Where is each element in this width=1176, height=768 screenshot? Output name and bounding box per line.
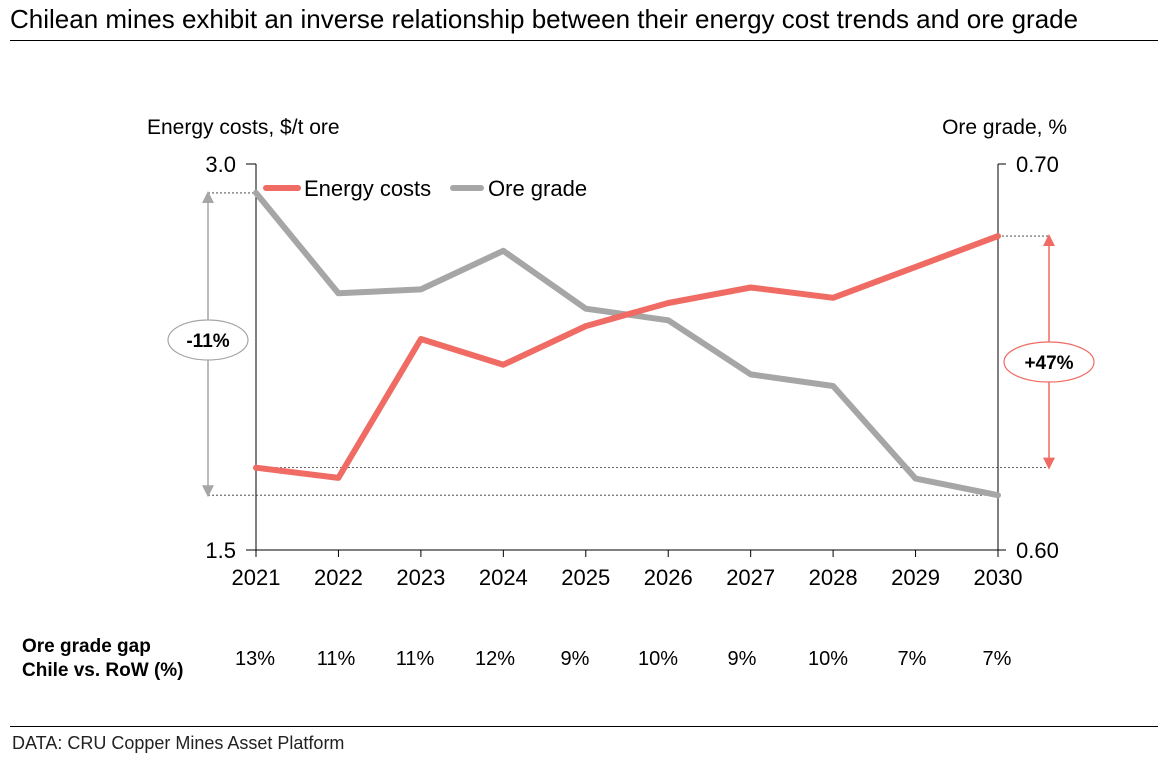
right-tick-label-top: 0.70: [1016, 152, 1059, 177]
ore-grade-change-label: -11%: [186, 331, 229, 352]
ore-grade-gap-2027: 9%: [728, 648, 757, 670]
energy-cost-change-label: +47%: [1024, 353, 1073, 374]
ore-grade-gap-2028: 10%: [808, 648, 848, 670]
ore-grade-gap-label-line2: Chile vs. RoW (%): [22, 660, 184, 681]
energy-cost-change-bubble: [1003, 341, 1095, 383]
ore-grade-gap-2022: 11%: [317, 648, 356, 670]
x-tick-label-2023: 2023: [396, 565, 445, 590]
left-tick-label-bottom: 1.5: [205, 538, 236, 563]
ore-grade-gap-2021: 13%: [235, 648, 275, 670]
right-axis-title: Ore grade, %: [942, 116, 1067, 139]
ore-grade-gap-label-line1: Ore grade gap: [22, 636, 151, 657]
ore-grade-gap-values: 13% 11% 11% 12% 9% 10% 9% 10% 7% 7%: [235, 648, 1012, 670]
series-lines: [253, 189, 1001, 499]
legend-label-ore-grade: Ore grade: [488, 176, 587, 201]
x-tick-label-2029: 2029: [891, 565, 940, 590]
x-tick-label-2025: 2025: [561, 565, 610, 590]
ore-grade-gap-2030: 7%: [983, 648, 1012, 670]
x-tick-label-2026: 2026: [644, 565, 693, 590]
x-tick-label-2021: 2021: [232, 565, 281, 590]
series-line-energy-costs: [253, 233, 1001, 481]
ore-grade-change-bubble: [167, 319, 249, 361]
series-line-ore-grade: [253, 189, 1001, 499]
ore-grade-gap-2024: 12%: [475, 648, 515, 670]
ore-grade-gap-2023: 11%: [396, 648, 435, 670]
left-tick-label-top: 3.0: [205, 152, 236, 177]
source-note: DATA: CRU Copper Mines Asset Platform: [12, 733, 345, 753]
x-axis-ticks: 2021 2022 2023 2024 2025 2026 2027 2028 2029 2030: [232, 550, 1023, 590]
x-tick-label-2022: 2022: [314, 565, 363, 590]
reference-lines: [208, 192, 1049, 496]
ore-grade-gap-2025: 9%: [561, 648, 590, 670]
chart-title: Chilean mines exhibit an inverse relatio…: [10, 4, 1079, 34]
x-tick-label-2024: 2024: [479, 565, 528, 590]
right-tick-label-bottom: 0.60: [1016, 538, 1059, 563]
title-divider: [10, 40, 1158, 41]
x-tick-label-2030: 2030: [974, 565, 1023, 590]
left-axis-title: Energy costs, $/t ore: [147, 116, 340, 139]
ore-grade-gap-2026: 10%: [638, 648, 678, 670]
legend-label-energy-costs: Energy costs: [304, 176, 431, 201]
ore-grade-gap-2029: 7%: [898, 648, 927, 670]
x-tick-label-2027: 2027: [726, 565, 775, 590]
x-tick-label-2028: 2028: [809, 565, 858, 590]
footer-divider: [10, 726, 1158, 727]
